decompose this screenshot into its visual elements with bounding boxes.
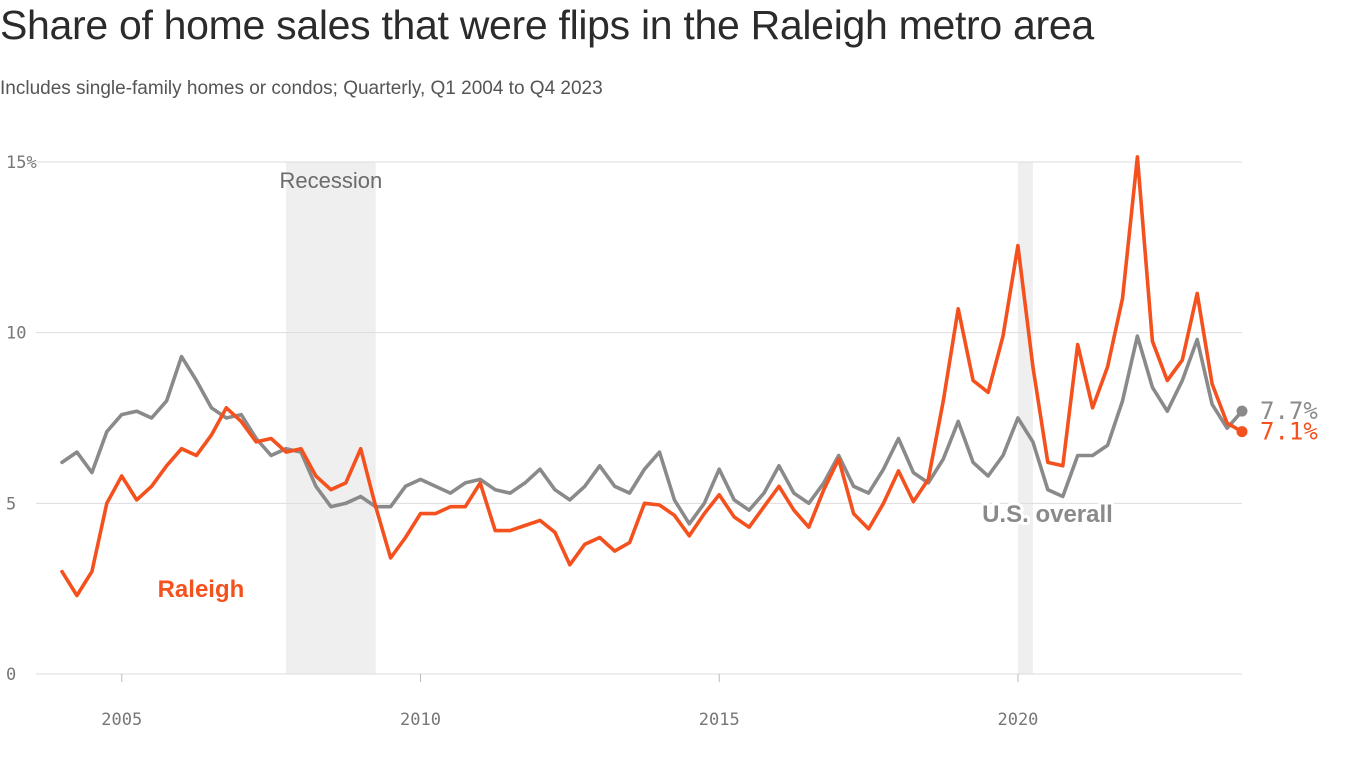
series-label-us-overall: U.S. overall (982, 501, 1113, 528)
shaded-periods: Recession (280, 162, 1033, 674)
end-value-label-raleigh: 7.1% (1260, 418, 1318, 446)
shaded-period-0 (286, 162, 376, 674)
gridlines: 0 5 10 15% (6, 153, 1242, 685)
series-label-halo-raleigh: Raleigh (158, 576, 245, 603)
chart-subtitle: Includes single-family homes or condos; … (0, 78, 603, 99)
series-label-raleigh: Raleigh (158, 576, 245, 603)
shaded-period-1 (1017, 162, 1033, 674)
y-tick-label: 5 (6, 494, 16, 514)
series-line-us-overall (60, 334, 1244, 526)
x-tick-label: 2005 (101, 710, 142, 730)
x-tick-label: 2020 (997, 710, 1038, 730)
y-tick-label: 15% (6, 153, 37, 173)
end-point-raleigh (1236, 426, 1248, 438)
recession-label: Recession (280, 168, 383, 193)
y-tick-label: 10 (6, 324, 26, 344)
end-point-us-overall (1236, 405, 1248, 417)
y-tick-label: 0 (6, 665, 16, 685)
x-axis: 2005 2010 2015 2020 (101, 674, 1038, 730)
series-label-halo-us-overall: U.S. overall (982, 501, 1113, 528)
chart-title: Share of home sales that were flips in t… (0, 2, 1094, 48)
series-line-raleigh (60, 155, 1244, 598)
end-value-label-us-overall: 7.7% (1260, 397, 1318, 425)
x-tick-label: 2010 (400, 710, 441, 730)
x-tick-label: 2015 (699, 710, 740, 730)
series-lines (60, 155, 1248, 598)
